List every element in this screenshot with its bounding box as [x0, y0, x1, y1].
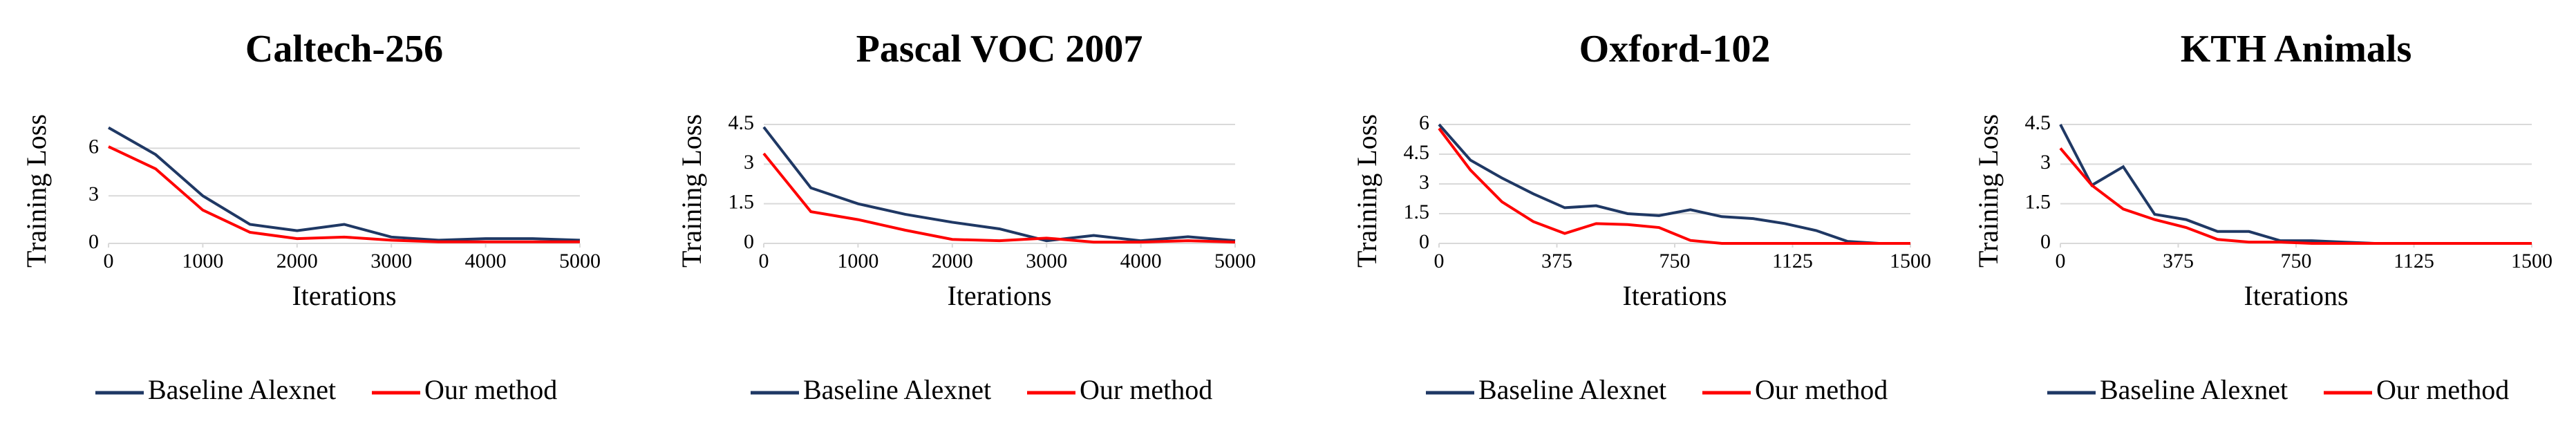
y-axis-label: Training Loss — [676, 114, 707, 268]
series-line — [2059, 124, 2532, 245]
x-tick-label: 0 — [759, 250, 769, 272]
y-axis-label: Training Loss — [1973, 114, 2004, 268]
chart-title: Oxford-102 — [1579, 28, 1771, 71]
y-tick-label: 1.5 — [728, 191, 755, 214]
series-line — [1438, 123, 1910, 245]
legend-label: Baseline Alexnet — [148, 374, 336, 405]
x-tick-label: 1000 — [837, 250, 878, 272]
x-tick-label: 1500 — [2511, 250, 2553, 272]
y-tick-label: 6 — [1419, 111, 1429, 134]
y-axis-label: Training Loss — [21, 114, 52, 268]
x-tick-label: 2000 — [932, 250, 973, 272]
legend-label: Our method — [424, 374, 557, 405]
series-line — [108, 145, 580, 243]
x-tick-label: 750 — [2281, 250, 2312, 272]
legend-label: Our method — [1080, 374, 1212, 405]
legend-label: Baseline Alexnet — [2100, 374, 2288, 405]
legend-label: Our method — [2376, 374, 2509, 405]
x-tick-label: 1125 — [1772, 250, 1813, 272]
x-tick-label: 0 — [104, 250, 114, 272]
chart-title: Caltech-256 — [245, 28, 443, 71]
x-tick-label: 2000 — [276, 250, 318, 272]
y-tick-label: 3 — [744, 151, 754, 174]
x-tick-label: 1125 — [2394, 250, 2434, 272]
x-axis-label: Iterations — [292, 280, 396, 311]
y-axis-label: Training Loss — [1351, 114, 1382, 268]
x-tick-label: 3000 — [1026, 250, 1067, 272]
y-tick-label: 1.5 — [1404, 201, 1430, 223]
y-tick-label: 0 — [88, 230, 99, 253]
chart-title: Pascal VOC 2007 — [856, 28, 1143, 71]
x-tick-label: 750 — [1660, 250, 1691, 272]
y-tick-label: 3 — [1419, 171, 1429, 194]
x-tick-label: 5000 — [559, 250, 601, 272]
x-axis-label: Iterations — [2244, 280, 2348, 311]
y-tick-label: 0 — [1419, 230, 1429, 253]
y-tick-label: 0 — [744, 230, 754, 253]
x-tick-label: 3000 — [370, 250, 412, 272]
series-line — [2059, 147, 2532, 245]
y-tick-label: 0 — [2040, 230, 2051, 253]
x-tick-label: 4000 — [465, 250, 507, 272]
x-tick-label: 1500 — [1890, 250, 1931, 272]
y-tick-label: 1.5 — [2025, 191, 2051, 214]
x-tick-label: 375 — [2163, 250, 2194, 272]
x-axis-label: Iterations — [947, 280, 1051, 311]
y-tick-label: 3 — [2040, 151, 2051, 174]
y-tick-label: 6 — [88, 135, 99, 158]
chart-title: KTH Animals — [2181, 28, 2412, 71]
x-tick-label: 375 — [1541, 250, 1572, 272]
series-line — [108, 126, 581, 242]
y-tick-label: 4.5 — [2025, 111, 2051, 134]
legend-label: Our method — [1755, 374, 1888, 405]
x-tick-label: 0 — [1434, 250, 1445, 272]
legend-label: Baseline Alexnet — [1478, 374, 1666, 405]
y-tick-label: 4.5 — [1404, 141, 1430, 164]
x-tick-label: 0 — [2056, 250, 2066, 272]
x-tick-label: 5000 — [1214, 250, 1256, 272]
x-tick-label: 1000 — [182, 250, 223, 272]
series-line — [762, 126, 1236, 243]
series-line — [1438, 127, 1910, 245]
legend-label: Baseline Alexnet — [803, 374, 991, 405]
y-tick-label: 4.5 — [728, 111, 755, 134]
series-line — [762, 152, 1236, 244]
x-tick-label: 4000 — [1120, 250, 1162, 272]
y-tick-label: 3 — [88, 183, 99, 205]
x-axis-label: Iterations — [1622, 280, 1727, 311]
